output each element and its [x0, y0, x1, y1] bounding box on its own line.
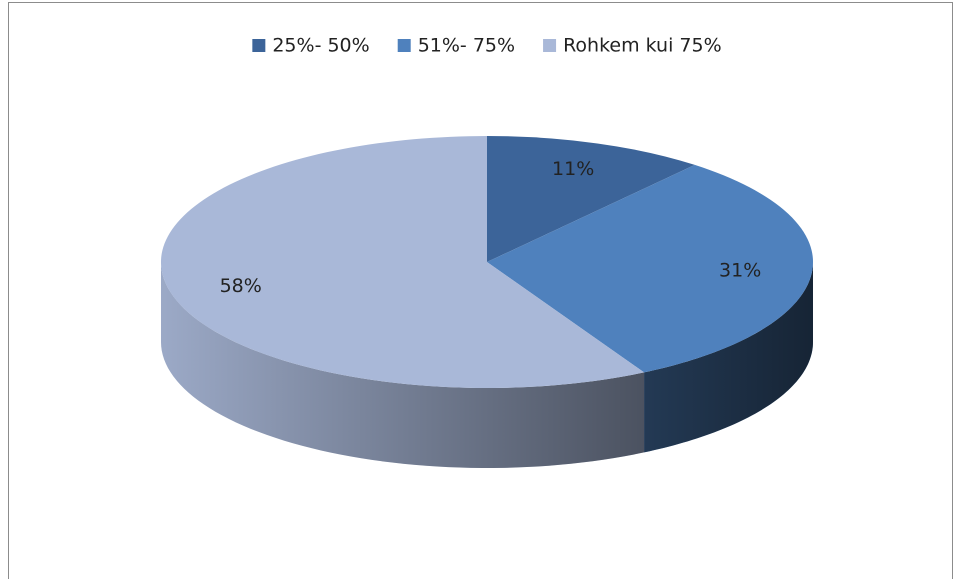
data-label: 11%	[552, 158, 594, 180]
legend-label: Rohkem kui 75%	[563, 35, 722, 57]
data-label: 58%	[220, 275, 262, 297]
legend-swatch	[252, 39, 266, 52]
legend-swatch	[397, 39, 411, 52]
legend-swatch	[543, 39, 557, 52]
legend-label: 25%- 50%	[272, 35, 369, 57]
legend-label: 51%- 75%	[418, 35, 515, 57]
data-label: 31%	[719, 260, 761, 282]
slice-side-shade	[644, 262, 813, 453]
slice	[161, 136, 645, 388]
slice	[487, 136, 695, 262]
legend: 25%- 50% 51%- 75% Rohkem kui 75%	[252, 35, 722, 57]
slice	[487, 164, 813, 373]
slice-side-shade	[161, 262, 645, 468]
